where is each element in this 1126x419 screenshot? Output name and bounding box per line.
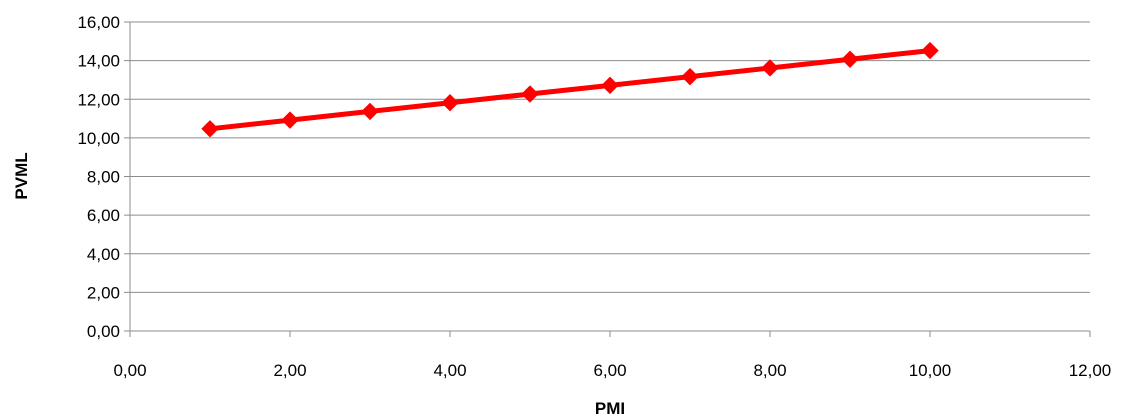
data-point-marker [761,59,779,77]
y-tick-label: 12,00 [77,90,120,109]
series-layer [201,41,939,138]
tick-labels: 0,00 2,00 4,00 6,00 8,00 10,00 12,00 14,00 16,00… [77,13,1111,380]
y-tick-label: 10,00 [77,129,120,148]
y-tick-label: 6,00 [87,206,120,225]
data-point-marker [281,111,299,129]
x-tick-label: 8,00 [753,361,786,380]
y-tick-label: 16,00 [77,13,120,32]
x-tick-label: 2,00 [273,361,306,380]
data-point-marker [601,76,619,95]
data-point-marker [361,102,379,121]
y-axis-title: PVML [12,152,31,199]
gridlines [130,21,1090,293]
y-tick-label: 2,00 [87,283,120,302]
data-point-marker [441,94,459,112]
data-point-marker [201,120,219,138]
x-tick-label: 10,00 [909,361,952,380]
axes [124,21,1091,337]
y-tick-label: 8,00 [87,168,120,187]
series-line [207,48,933,132]
y-tick-label: 4,00 [87,245,120,264]
data-point-marker [521,85,539,103]
data-point-marker [921,41,939,60]
data-point-marker [681,67,699,86]
y-tick-label: 14,00 [77,52,120,71]
x-tick-label: 12,00 [1069,361,1112,380]
y-tick-label: 0,00 [87,322,120,341]
x-tick-label: 0,00 [113,361,146,380]
x-tick-label: 4,00 [433,361,466,380]
data-point-marker [841,50,859,68]
x-tick-label: 6,00 [593,361,626,380]
x-axis-title: PMI [595,399,625,418]
